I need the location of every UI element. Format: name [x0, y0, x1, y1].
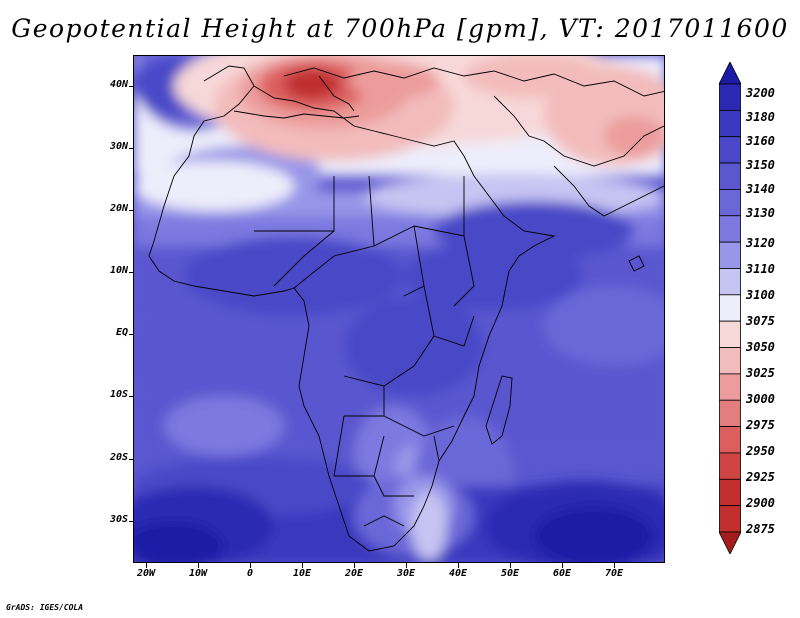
colorbar-swatch — [719, 478, 741, 507]
colorbar-label-3120: 3120 — [746, 236, 775, 250]
lon-label-50e: 50E — [500, 568, 520, 579]
lon-label-60e: 60E — [552, 568, 572, 579]
lon-label-20w: 20W — [136, 568, 156, 579]
chart-title: Geopotential Height at 700hPa [gpm], VT:… — [11, 14, 789, 43]
colorbar-swatch — [719, 162, 741, 190]
colorbar-label-3050: 3050 — [746, 340, 775, 354]
colorbar-label-3150: 3150 — [746, 158, 775, 172]
colorbar-swatch — [719, 268, 741, 296]
lat-label-10s: 10S — [109, 389, 128, 400]
lon-tick — [614, 563, 615, 568]
colorbar-label-3000: 3000 — [746, 392, 775, 406]
lat-label-10n: 10N — [109, 265, 128, 276]
lat-tick — [129, 521, 134, 522]
lat-label-30n: 30N — [109, 141, 128, 152]
lon-tick — [510, 563, 511, 568]
geopotential-field — [134, 56, 664, 562]
lon-tick — [354, 563, 355, 568]
colorbar-top-triangle — [719, 62, 741, 85]
colorbar-swatch — [719, 452, 741, 480]
colorbar-label-2875: 2875 — [746, 522, 775, 536]
lat-label-30s: 30S — [109, 514, 128, 525]
colorbar-swatch — [719, 426, 741, 454]
colorbar-bottom-triangle — [719, 531, 741, 554]
colorbar-swatch — [719, 505, 741, 533]
lon-label-30e: 30E — [396, 568, 416, 579]
colorbar-swatch — [719, 294, 741, 322]
lat-tick — [129, 396, 134, 397]
colorbar-label-3140: 3140 — [746, 182, 775, 196]
colorbar-label-2925: 2925 — [746, 470, 775, 484]
lat-tick — [129, 334, 134, 335]
lat-label-20n: 20N — [109, 203, 128, 214]
colorbar-swatch — [719, 109, 741, 138]
lon-label-0: 0 — [246, 568, 254, 579]
lat-tick — [129, 272, 134, 273]
lat-tick — [129, 148, 134, 149]
map-panel — [133, 55, 665, 563]
lat-tick — [129, 459, 134, 460]
colorbar-swatch — [719, 320, 741, 348]
credit-text: GrADS: IGES/COLA — [6, 603, 84, 612]
colorbar-swatch — [719, 215, 741, 243]
colorbar-swatch — [719, 399, 741, 427]
lat-tick — [129, 210, 134, 211]
colorbar-label-3025: 3025 — [746, 366, 775, 380]
lon-tick — [562, 563, 563, 568]
colorbar-label-3160: 3160 — [746, 134, 775, 148]
colorbar-swatch — [719, 347, 741, 375]
lat-label-40n: 40N — [109, 79, 128, 90]
colorbar-label-2900: 2900 — [746, 496, 775, 510]
lat-tick — [129, 86, 134, 87]
lat-label-eq: EQ — [115, 327, 128, 338]
colorbar-swatch — [719, 83, 741, 111]
colorbar-label-3100: 3100 — [746, 288, 775, 302]
lon-tick — [198, 563, 199, 568]
lon-tick — [406, 563, 407, 568]
colorbar-swatch — [719, 241, 741, 269]
colorbar-label-2975: 2975 — [746, 418, 775, 432]
lon-tick — [250, 563, 251, 568]
lat-label-20s: 20S — [109, 452, 128, 463]
colorbar-label-3130: 3130 — [746, 206, 775, 220]
lon-tick — [146, 563, 147, 568]
lon-tick — [302, 563, 303, 568]
lon-tick — [458, 563, 459, 568]
colorbar-swatch — [719, 373, 741, 401]
colorbar-label-3180: 3180 — [746, 110, 775, 124]
lon-label-10w: 10W — [188, 568, 208, 579]
colorbar — [719, 62, 741, 554]
colorbar-label-3200: 3200 — [746, 86, 775, 100]
lon-label-40e: 40E — [448, 568, 468, 579]
colorbar-swatch — [719, 189, 741, 217]
lon-label-20e: 20E — [344, 568, 364, 579]
colorbar-label-2950: 2950 — [746, 444, 775, 458]
colorbar-label-3110: 3110 — [746, 262, 775, 276]
lon-label-10e: 10E — [292, 568, 312, 579]
colorbar-swatch — [719, 136, 741, 164]
colorbar-label-3075: 3075 — [746, 314, 775, 328]
lon-label-70e: 70E — [604, 568, 624, 579]
